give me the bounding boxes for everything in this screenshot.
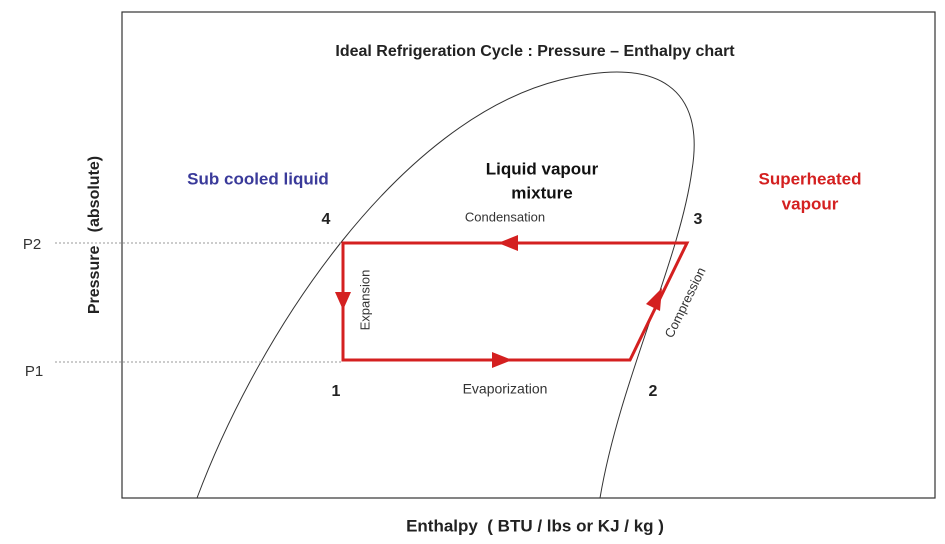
region-label: Liquid vapour [486,159,599,178]
process-label: Evaporization [463,381,548,397]
y-axis-label: Pressure (absolute) [86,156,103,314]
chart-frame [121,11,936,499]
cycle [341,241,690,362]
process-label: Expansion [357,270,372,331]
arrow-expansion [335,292,351,310]
title: Ideal Refrigeration Cycle : Pressure – E… [335,43,735,60]
point-label: 4 [322,211,331,228]
region-label: Superheated [759,169,862,188]
point-label: 1 [332,383,341,400]
region-label: vapour [782,194,839,213]
pressure-label: P1 [25,363,43,380]
saturation-dome [196,71,695,499]
arrow-compression [646,288,662,311]
point-label: 3 [694,211,703,228]
region-label: Sub cooled liquid [187,169,329,188]
process-label: Condensation [465,209,545,224]
point-label: 2 [649,383,658,400]
pressure-label: P2 [23,236,41,253]
arrow-condensation [498,235,518,251]
region-label: mixture [511,183,572,202]
arrow-evaporization [492,352,512,368]
process-label: Compression [662,265,709,340]
x-axis-label: Enthalpy ( BTU / lbs or KJ / kg ) [406,516,664,535]
